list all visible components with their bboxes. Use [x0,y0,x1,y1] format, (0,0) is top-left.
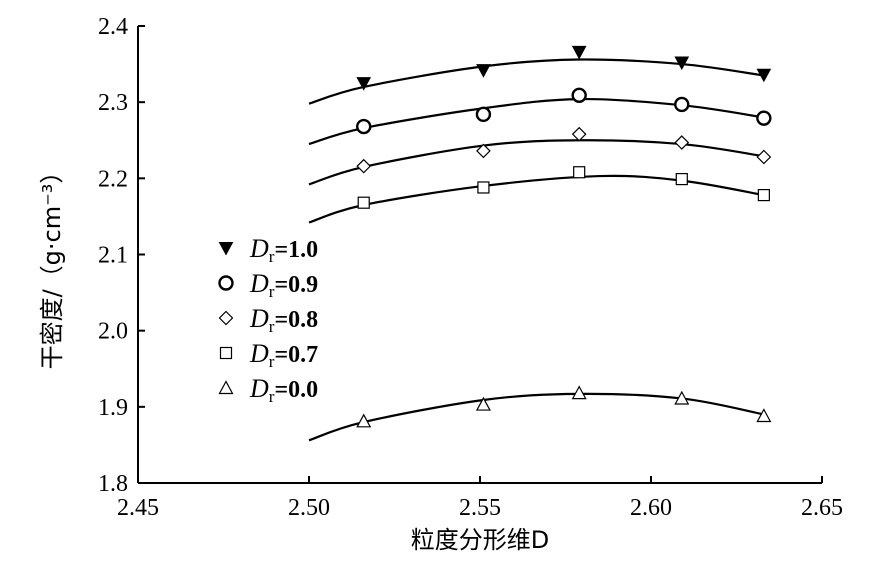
legend-subscript: r [269,282,275,301]
legend-marker [219,346,233,360]
legend-value: =1.0 [274,237,318,263]
fit-curve [308,97,765,146]
legend-subscript: r [269,352,275,371]
data-point [476,143,491,159]
legend-value: =0.8 [274,307,318,333]
legend-subscript: r [269,247,275,266]
data-point [674,96,690,113]
data-point [477,181,490,194]
y-axis-title: 干密度/（g·cm⁻³） [38,160,66,370]
axes [137,26,822,484]
fit-curve [308,58,765,105]
data-point [571,126,587,142]
legend-symbol: D [249,269,269,298]
data-point [573,166,586,179]
legend-value: =0.7 [274,342,318,368]
data-point [674,135,690,150]
y-tick-label: 2.2 [98,166,128,192]
y-tick-label: 1.8 [98,471,128,497]
y-tick-label: 2.3 [98,90,128,116]
data-point [357,196,370,209]
x-tick-label: 2.45 [117,495,159,521]
data-point [356,158,372,174]
fit-curve [308,139,765,186]
legend-label: Dr=0.7 [249,339,318,371]
data-points [356,45,772,428]
data-point [356,413,372,428]
data-point [756,68,772,83]
x-tick-label: 2.55 [459,495,501,521]
data-point [674,390,690,405]
fit-curve [308,174,765,224]
x-axis-title: 粒度分形维D [411,526,549,554]
y-tick-label: 2.0 [98,319,128,345]
fit-curves [308,58,765,442]
legend-symbol: D [249,339,269,368]
legend-marker [218,241,234,256]
data-point [674,56,690,71]
legend: Dr=1.0Dr=0.9Dr=0.8Dr=0.7Dr=0.0 [218,234,318,406]
fit-curve [308,392,765,442]
legend-symbol: D [249,374,269,403]
data-point [356,77,372,91]
x-tick-label: 2.65 [801,495,843,521]
data-point [571,87,587,104]
data-point [475,396,491,411]
y-tick-label: 2.1 [98,243,128,269]
x-tick-label: 2.60 [630,495,672,521]
x-tick-label: 2.50 [288,495,330,521]
data-point [757,188,770,202]
data-point [756,408,772,423]
legend-symbol: D [249,304,269,333]
data-point [675,172,688,186]
data-point [476,64,491,78]
data-point [571,385,587,400]
legend-marker [218,275,234,291]
legend-label: Dr=0.9 [249,269,318,301]
data-point [475,106,492,123]
legend-subscript: r [269,387,275,406]
legend-marker [218,310,234,326]
legend-label: Dr=0.8 [249,304,318,336]
legend-marker [218,380,234,395]
legend-symbol: D [249,234,269,263]
ticks: 2.45 2.50 2.55 2.60 2.65 1.8 1.9 2.0 2.1 2.2 2.3 2.… [98,14,843,521]
legend-value: =0.0 [274,377,318,403]
y-tick-label: 1.9 [98,395,128,421]
data-point [756,149,772,165]
data-point [571,45,587,60]
legend-subscript: r [269,317,275,336]
legend-label: Dr=1.0 [249,234,318,266]
data-point [756,110,772,126]
legend-label: Dr=0.0 [249,374,318,406]
legend-value: =0.9 [274,272,318,298]
data-point [356,118,372,135]
y-tick-label: 2.4 [98,14,128,40]
